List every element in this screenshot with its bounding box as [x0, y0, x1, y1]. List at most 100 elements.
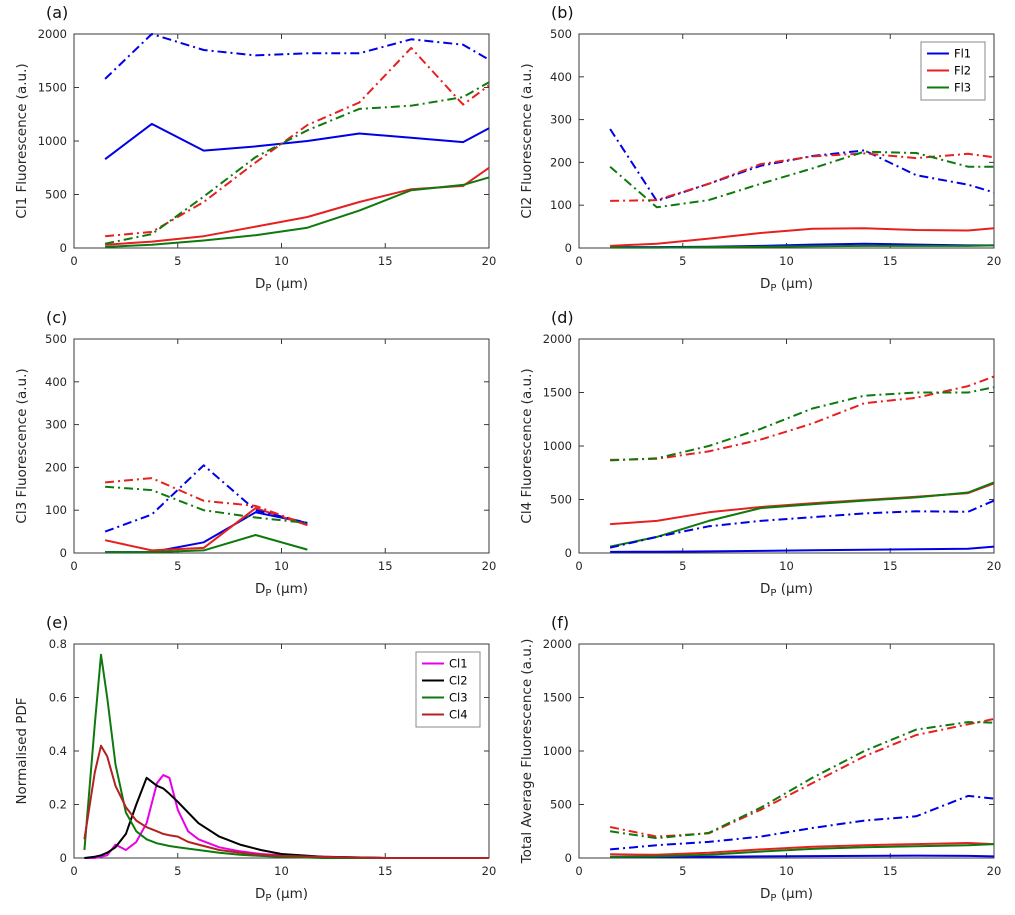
svg-text:15: 15 — [883, 254, 898, 268]
svg-text:Cl2: Cl2 — [449, 674, 468, 688]
svg-text:20: 20 — [987, 864, 1002, 878]
svg-text:500: 500 — [45, 188, 67, 202]
svg-text:Cl2 Fluorescence (a.u.): Cl2 Fluorescence (a.u.) — [519, 63, 535, 218]
svg-text:Cl1: Cl1 — [449, 657, 468, 671]
svg-text:15: 15 — [378, 254, 393, 268]
svg-text:400: 400 — [45, 375, 67, 389]
svg-text:10: 10 — [274, 559, 289, 573]
svg-text:DP (μm): DP (μm) — [760, 276, 813, 294]
svg-text:Cl3: Cl3 — [449, 691, 468, 705]
svg-text:200: 200 — [45, 460, 67, 474]
svg-text:15: 15 — [883, 559, 898, 573]
svg-text:10: 10 — [779, 559, 794, 573]
chart-normalised-pdf: 0 5 10 15 20 0 0.2 0.4 0.6 0.8 DP (μm) Normalised P… — [14, 637, 497, 904]
svg-text:0: 0 — [60, 241, 67, 255]
svg-text:15: 15 — [883, 864, 898, 878]
svg-text:10: 10 — [274, 864, 289, 878]
svg-text:5: 5 — [679, 559, 686, 573]
svg-text:0: 0 — [60, 546, 67, 560]
svg-text:20: 20 — [482, 254, 497, 268]
chart-total-average-fluorescence: 0 5 10 15 20 0 500 1000 1500 2000 DP (μm) Total Ave… — [519, 637, 1002, 904]
svg-text:0: 0 — [60, 851, 67, 865]
svg-text:10: 10 — [274, 254, 289, 268]
svg-text:15: 15 — [378, 559, 393, 573]
svg-text:20: 20 — [482, 559, 497, 573]
svg-text:500: 500 — [45, 332, 67, 346]
svg-text:300: 300 — [45, 418, 67, 432]
chart-cl1-fluorescence: 0 5 10 15 20 0 500 1000 1500 2000 DP (μm) Cl1 Fluor… — [14, 27, 497, 294]
svg-text:1000: 1000 — [543, 744, 572, 758]
panel-label-e: (e) — [46, 613, 69, 632]
svg-text:1000: 1000 — [38, 134, 67, 148]
svg-text:Total Average Fluorescence (a.: Total Average Fluorescence (a.u.) — [519, 639, 535, 865]
svg-text:Normalised PDF: Normalised PDF — [14, 697, 30, 804]
panel-label-c: (c) — [46, 308, 68, 327]
svg-text:0: 0 — [565, 241, 572, 255]
svg-text:DP (μm): DP (μm) — [760, 581, 813, 599]
svg-text:1500: 1500 — [38, 81, 67, 95]
svg-text:0: 0 — [565, 546, 572, 560]
svg-text:0.6: 0.6 — [49, 691, 67, 705]
svg-text:5: 5 — [174, 254, 181, 268]
svg-text:Fl1: Fl1 — [954, 47, 971, 61]
svg-text:DP (μm): DP (μm) — [255, 886, 308, 904]
svg-text:2000: 2000 — [38, 27, 67, 41]
svg-text:15: 15 — [378, 864, 393, 878]
svg-text:100: 100 — [550, 198, 572, 212]
panel-d: (d) 0 5 10 15 20 0 500 1000 1500 2000 DP (μm) Cl4 F… — [505, 305, 1010, 610]
svg-text:Fl2: Fl2 — [954, 64, 971, 78]
panel-c: (c) 0 5 10 15 20 0 100 200 300 400 500 DP (μm) Cl3 F… — [0, 305, 505, 610]
svg-text:5: 5 — [679, 254, 686, 268]
svg-text:0: 0 — [70, 559, 77, 573]
svg-text:20: 20 — [987, 559, 1002, 573]
svg-text:20: 20 — [482, 864, 497, 878]
panel-a: (a) 0 5 10 15 20 0 500 1000 1500 2000 DP (μm) Cl1 F… — [0, 0, 505, 305]
svg-text:Cl4: Cl4 — [449, 708, 468, 722]
svg-text:DP (μm): DP (μm) — [255, 581, 308, 599]
panel-label-d: (d) — [551, 308, 574, 327]
svg-text:2000: 2000 — [543, 637, 572, 651]
panel-e: (e) 0 5 10 15 20 0 0.2 0.4 0.6 0.8 DP (μm) Normalis… — [0, 610, 505, 915]
svg-text:1500: 1500 — [543, 691, 572, 705]
svg-text:500: 500 — [550, 798, 572, 812]
svg-text:500: 500 — [550, 27, 572, 41]
svg-text:DP (μm): DP (μm) — [255, 276, 308, 294]
panel-b: (b) 0 5 10 15 20 0 100 200 300 400 500 DP (μm) Cl2 F… — [505, 0, 1010, 305]
svg-text:10: 10 — [779, 864, 794, 878]
svg-text:Cl3 Fluorescence (a.u.): Cl3 Fluorescence (a.u.) — [14, 368, 30, 523]
svg-text:500: 500 — [550, 493, 572, 507]
svg-text:Cl4 Fluorescence (a.u.): Cl4 Fluorescence (a.u.) — [519, 368, 535, 523]
svg-text:0: 0 — [575, 864, 582, 878]
svg-text:300: 300 — [550, 113, 572, 127]
svg-text:100: 100 — [45, 503, 67, 517]
svg-text:10: 10 — [779, 254, 794, 268]
svg-text:5: 5 — [174, 864, 181, 878]
panel-label-a: (a) — [46, 3, 69, 22]
svg-text:20: 20 — [987, 254, 1002, 268]
panel-f: (f) 0 5 10 15 20 0 500 1000 1500 2000 DP (μm) Total… — [505, 610, 1010, 915]
svg-text:0: 0 — [565, 851, 572, 865]
svg-text:2000: 2000 — [543, 332, 572, 346]
svg-text:Cl1 Fluorescence (a.u.): Cl1 Fluorescence (a.u.) — [14, 63, 30, 218]
svg-text:0: 0 — [70, 254, 77, 268]
svg-text:1500: 1500 — [543, 386, 572, 400]
svg-text:5: 5 — [679, 864, 686, 878]
svg-text:400: 400 — [550, 70, 572, 84]
svg-text:0.2: 0.2 — [49, 798, 67, 812]
svg-text:0: 0 — [575, 559, 582, 573]
svg-text:1000: 1000 — [543, 439, 572, 453]
svg-text:200: 200 — [550, 155, 572, 169]
svg-text:0.8: 0.8 — [49, 637, 67, 651]
svg-text:0.4: 0.4 — [49, 744, 67, 758]
panel-label-f: (f) — [551, 613, 570, 632]
svg-text:0: 0 — [575, 254, 582, 268]
svg-text:Fl3: Fl3 — [954, 81, 971, 95]
svg-text:5: 5 — [174, 559, 181, 573]
svg-text:0: 0 — [70, 864, 77, 878]
svg-text:DP (μm): DP (μm) — [760, 886, 813, 904]
chart-cl4-fluorescence: 0 5 10 15 20 0 500 1000 1500 2000 DP (μm) Cl4 Fluor… — [519, 332, 1002, 599]
panel-label-b: (b) — [551, 3, 574, 22]
